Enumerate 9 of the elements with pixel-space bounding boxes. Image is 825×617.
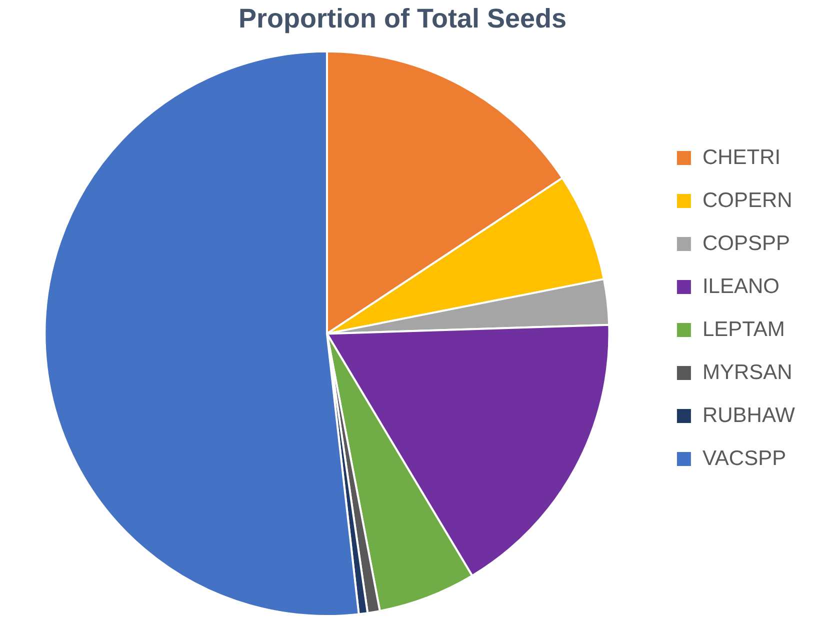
legend-label: ILEANO — [702, 274, 780, 298]
legend-label: COPSPP — [702, 232, 790, 255]
legend-label: VACSPP — [702, 446, 786, 470]
legend-label: MYRSAN — [702, 360, 792, 384]
legend-label: COPERN — [702, 188, 792, 212]
chart-title: Proportion of Total Seeds — [238, 4, 567, 34]
legend-label: RUBHAW — [702, 404, 796, 427]
legend-label: LEPTAM — [702, 318, 785, 341]
legend-label: CHETRI — [702, 146, 781, 169]
